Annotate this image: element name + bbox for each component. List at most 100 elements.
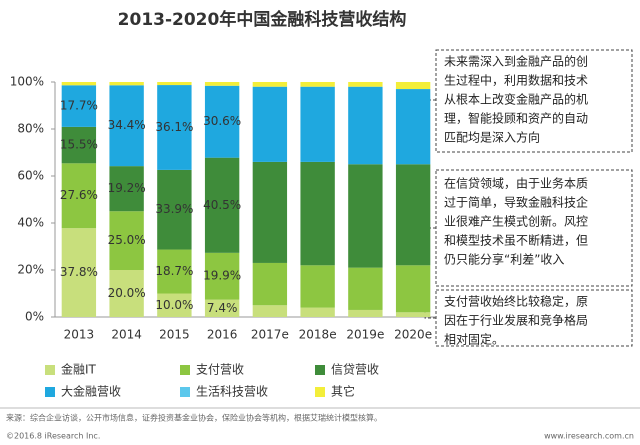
bar-segment	[109, 82, 144, 86]
annotation-line: 业很难产生模式创新。风控	[444, 214, 588, 229]
annotation-line: 在信贷领域，由于业务本质	[444, 176, 588, 191]
bar-segment	[157, 82, 192, 86]
legend-swatch	[315, 365, 325, 375]
y-tick-label: 20%	[17, 263, 44, 277]
copyright: ©2016.8 iResearch Inc.	[6, 432, 100, 441]
data-label: 36.1%	[155, 120, 193, 134]
bar-segment	[204, 299, 240, 317]
website: www.iresearch.com.cn	[544, 432, 634, 441]
bar-segment	[395, 265, 431, 313]
annotation-line: 相对固定。	[444, 332, 504, 347]
x-tick-label: 2019e	[346, 328, 384, 342]
y-tick-label: 40%	[17, 216, 44, 230]
annotation-line: 从根本上改变金融产品的机	[444, 92, 588, 107]
bar-segment	[252, 161, 288, 263]
legend-swatch	[180, 365, 190, 375]
legend-swatch	[315, 387, 325, 397]
bar-segment	[252, 262, 288, 306]
bar-segment	[204, 157, 240, 253]
bar-segment	[204, 252, 240, 300]
y-tick-label: 0%	[25, 310, 44, 324]
data-label: 10.0%	[155, 298, 193, 312]
data-label: 37.8%	[60, 265, 98, 279]
annotation-line: 理，智能投顾和资产的自动	[444, 111, 588, 126]
bar-segment	[61, 163, 97, 229]
legend-label: 其它	[331, 384, 355, 399]
annotation-line: 生过程中，利用数据和技术	[444, 73, 588, 88]
data-label: 27.6%	[60, 188, 98, 202]
bar-segment	[157, 249, 192, 294]
data-label: 19.2%	[108, 181, 146, 195]
note-box	[435, 49, 633, 153]
bar-segment	[61, 228, 97, 317]
annotation-line: 因在于行业发展和竞争格局	[444, 313, 588, 328]
data-label: 40.5%	[203, 198, 241, 212]
bar-segment	[109, 166, 144, 212]
bar-segment	[109, 85, 144, 167]
bar-segment	[252, 82, 288, 87]
y-tick-label: 100%	[10, 75, 44, 89]
bar-segment	[109, 211, 144, 270]
bar-segment	[61, 126, 97, 164]
legend-label: 信贷营收	[331, 363, 379, 377]
bar-segment	[61, 82, 97, 86]
legend-label: 支付营收	[196, 363, 244, 377]
legend-swatch	[45, 387, 55, 397]
bar-segment	[348, 309, 383, 317]
legend-swatch	[180, 387, 190, 397]
bar-segment	[348, 86, 383, 165]
x-tick-label: 2016	[207, 328, 238, 342]
bar-segment	[61, 85, 97, 127]
legend-label: 金融IT	[61, 362, 97, 377]
bar-segment	[204, 85, 240, 158]
bar-segment	[300, 86, 335, 162]
chart-title: 2013-2020年中国金融科技营收结构	[118, 9, 407, 30]
data-label: 20.0%	[108, 286, 146, 300]
annotation-line: 匹配均是深入方向	[444, 130, 540, 145]
bar-segment	[204, 82, 240, 86]
legend-swatch	[45, 365, 55, 375]
bar-segment	[157, 293, 192, 317]
data-label: 34.4%	[108, 118, 146, 132]
x-tick-label: 2014	[111, 328, 142, 342]
x-tick-label: 2017e	[251, 328, 289, 342]
bar-segment	[348, 82, 383, 87]
y-tick-label: 80%	[17, 122, 44, 136]
bar-segment	[157, 85, 192, 170]
bar-segment	[252, 305, 288, 317]
data-label: 30.6%	[203, 114, 241, 128]
bar-segment	[395, 82, 431, 90]
annotation-line: 仍只能分享“利差”收入	[444, 252, 564, 267]
y-tick-label: 60%	[17, 169, 44, 183]
legend-label: 生活科技营收	[196, 385, 268, 399]
legend-label: 大金融营收	[61, 384, 121, 399]
bar-segment	[348, 164, 383, 268]
annotation-line: 和模型技术虽不断精进，但	[444, 233, 588, 248]
annotation-line: 未来需深入到金融产品的创	[444, 54, 588, 69]
x-tick-label: 2013	[64, 328, 95, 342]
bar-segment	[252, 86, 288, 162]
annotation-line: 支付营收始终比较稳定，原	[444, 294, 588, 309]
data-label: 19.9%	[203, 269, 241, 283]
data-label: 18.7%	[155, 264, 193, 278]
annotation-line: 过于简单，导致金融科技企	[444, 195, 588, 210]
bar-segment	[300, 265, 335, 308]
x-tick-label: 2020e	[394, 328, 432, 342]
bar-segment	[395, 164, 431, 266]
bar-segment	[300, 307, 335, 317]
bar-segment	[300, 82, 335, 87]
source: 来源：综合企业访谈，公开市场信息，证券投资基金业协会，保险业协会等机构，根据艾瑞…	[6, 413, 382, 423]
data-label: 25.0%	[108, 233, 146, 247]
bar-segment	[300, 161, 335, 266]
bar-segment	[109, 270, 144, 317]
bar-segment	[395, 89, 431, 165]
data-label: 15.5%	[60, 138, 98, 152]
x-tick-label: 2018e	[299, 328, 337, 342]
bar-segment	[348, 267, 383, 310]
bar-segment	[395, 312, 431, 317]
data-label: 17.7%	[60, 99, 98, 113]
data-label: 7.4%	[207, 301, 238, 315]
x-tick-label: 2015	[159, 328, 190, 342]
bar-segment	[157, 169, 192, 250]
